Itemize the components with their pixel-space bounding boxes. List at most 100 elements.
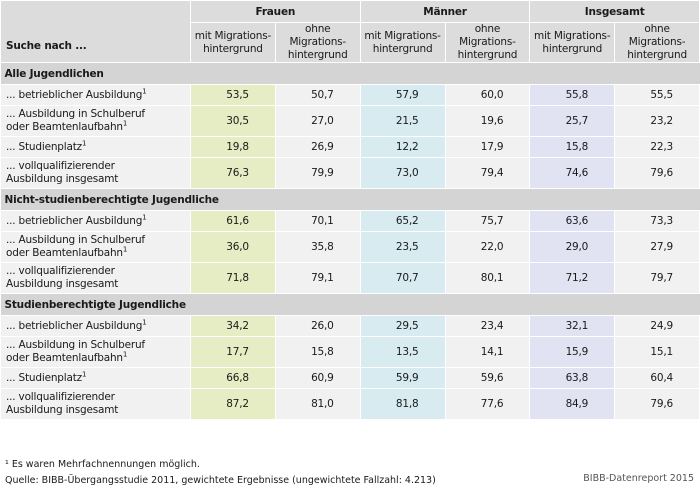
value-cell: 15,1: [614, 336, 700, 368]
value-cell: 17,9: [444, 136, 531, 158]
value-cell: 15,8: [274, 336, 361, 368]
value-cell: 60,4: [614, 367, 700, 389]
table-row: ... betrieblicher Ausbildung1 61,6 70,1 65,…: [0, 210, 700, 232]
value-cell: 55,8: [529, 84, 616, 106]
section-title: Studienberechtigte Jugendliche: [0, 293, 700, 316]
row-label: ... vollqualifizierender Ausbildung insge…: [0, 262, 191, 294]
value-cell: 57,9: [359, 84, 446, 106]
subheader-insgesamt-mit: mit Migrations-hintergrund: [529, 22, 616, 63]
value-cell: 50,7: [274, 84, 361, 106]
section-title: Alle Jugendlichen: [0, 62, 700, 85]
value-cell: 24,9: [614, 315, 700, 337]
search-header: Suche nach ...: [0, 0, 191, 63]
footnote-multiple-answers: ¹ Es waren Mehrfachnennungen möglich.: [5, 459, 200, 470]
table-row: ... vollqualifizierender Ausbildung insge…: [0, 388, 700, 420]
row-label: ... Ausbildung in Schulberuf oder Beamten…: [0, 336, 191, 368]
value-cell: 55,5: [614, 84, 700, 106]
row-label: ... betrieblicher Ausbildung1: [0, 84, 191, 106]
value-cell: 53,5: [190, 84, 276, 106]
row-label: ... betrieblicher Ausbildung1: [0, 210, 191, 232]
value-cell: 66,8: [190, 367, 276, 389]
value-cell: 71,8: [190, 262, 276, 294]
value-cell: 27,9: [614, 231, 700, 263]
group-header-insgesamt: Insgesamt: [529, 0, 700, 23]
data-table: Suche nach ... Frauen Männer Insgesamt m…: [0, 0, 700, 420]
value-cell: 26,0: [274, 315, 361, 337]
value-cell: 36,0: [190, 231, 276, 263]
value-cell: 73,3: [614, 210, 700, 232]
value-cell: 34,2: [190, 315, 276, 337]
value-cell: 61,6: [190, 210, 276, 232]
value-cell: 79,4: [444, 157, 531, 189]
value-cell: 13,5: [359, 336, 446, 368]
table-row: ... Ausbildung in Schulberuf oder Beamten…: [0, 336, 700, 368]
value-cell: 27,0: [274, 105, 361, 137]
value-cell: 15,8: [529, 136, 616, 158]
row-label: ... betrieblicher Ausbildung1: [0, 315, 191, 337]
row-label: ... vollqualifizierender Ausbildung insge…: [0, 388, 191, 420]
value-cell: 65,2: [359, 210, 446, 232]
value-cell: 21,5: [359, 105, 446, 137]
subheader-insgesamt-ohne: ohne Migrations-hintergrund: [614, 22, 700, 63]
value-cell: 59,6: [444, 367, 531, 389]
value-cell: 23,2: [614, 105, 700, 137]
value-cell: 32,1: [529, 315, 616, 337]
footnote-marker: 1: [142, 318, 147, 326]
source-note: Quelle: BIBB-Übergangsstudie 2011, gewic…: [5, 475, 436, 486]
value-cell: 73,0: [359, 157, 446, 189]
footnote-marker: 1: [122, 245, 128, 254]
value-cell: 17,7: [190, 336, 276, 368]
footnote-marker: 1: [142, 213, 147, 221]
value-cell: 87,2: [190, 388, 276, 420]
table-row: ... betrieblicher Ausbildung1 53,5 50,7 57,…: [0, 84, 700, 106]
row-label: ... Ausbildung in Schulberuf oder Beamten…: [0, 105, 191, 137]
value-cell: 80,1: [444, 262, 531, 294]
value-cell: 70,7: [359, 262, 446, 294]
value-cell: 79,1: [274, 262, 361, 294]
subheader-maenner-ohne: ohne Migrations-hintergrund: [444, 22, 531, 63]
value-cell: 74,6: [529, 157, 616, 189]
subheader-frauen-mit: mit Migrations-hintergrund: [190, 22, 276, 63]
value-cell: 79,9: [274, 157, 361, 189]
footnotes: ¹ Es waren Mehrfachnennungen möglich. Qu…: [5, 457, 436, 489]
value-cell: 79,7: [614, 262, 700, 294]
value-cell: 60,0: [444, 84, 531, 106]
value-cell: 70,1: [274, 210, 361, 232]
value-cell: 29,0: [529, 231, 616, 263]
value-cell: 63,6: [529, 210, 616, 232]
value-cell: 23,4: [444, 315, 531, 337]
subheader-frauen-ohne: ohne Migrations-hintergrund: [274, 22, 361, 63]
value-cell: 76,3: [190, 157, 276, 189]
value-cell: 63,8: [529, 367, 616, 389]
footnote-marker: 1: [122, 119, 128, 128]
value-cell: 15,9: [529, 336, 616, 368]
footnote-marker: 1: [81, 139, 87, 147]
value-cell: 12,2: [359, 136, 446, 158]
value-cell: 84,9: [529, 388, 616, 420]
value-cell: 79,6: [614, 388, 700, 420]
value-cell: 23,5: [359, 231, 446, 263]
value-cell: 79,6: [614, 157, 700, 189]
table-row: ... Studienplatz1 19,8 26,9 12,2 17,9 15,8 22,…: [0, 136, 700, 158]
value-cell: 77,6: [444, 388, 531, 420]
subheader-maenner-mit: mit Migrations-hintergrund: [359, 22, 446, 63]
group-header-frauen: Frauen: [190, 0, 361, 23]
table-row: ... vollqualifizierender Ausbildung insge…: [0, 262, 700, 294]
value-cell: 29,5: [359, 315, 446, 337]
value-cell: 22,0: [444, 231, 531, 263]
table-row: ... Studienplatz1 66,8 60,9 59,9 59,6 63,8 60,…: [0, 367, 700, 389]
value-cell: 26,9: [274, 136, 361, 158]
table-row: ... Ausbildung in Schulberuf oder Beamten…: [0, 105, 700, 137]
table-row: ... vollqualifizierender Ausbildung insge…: [0, 157, 700, 189]
value-cell: 19,6: [444, 105, 531, 137]
value-cell: 81,0: [274, 388, 361, 420]
report-credit: BIBB-Datenreport 2015: [583, 473, 694, 484]
table-row: ... betrieblicher Ausbildung1 34,2 26,0 29,…: [0, 315, 700, 337]
row-label: ... Studienplatz1: [0, 367, 191, 389]
value-cell: 71,2: [529, 262, 616, 294]
value-cell: 14,1: [444, 336, 531, 368]
footnote-marker: 1: [142, 87, 147, 95]
footnote-marker: 1: [81, 370, 87, 378]
value-cell: 59,9: [359, 367, 446, 389]
